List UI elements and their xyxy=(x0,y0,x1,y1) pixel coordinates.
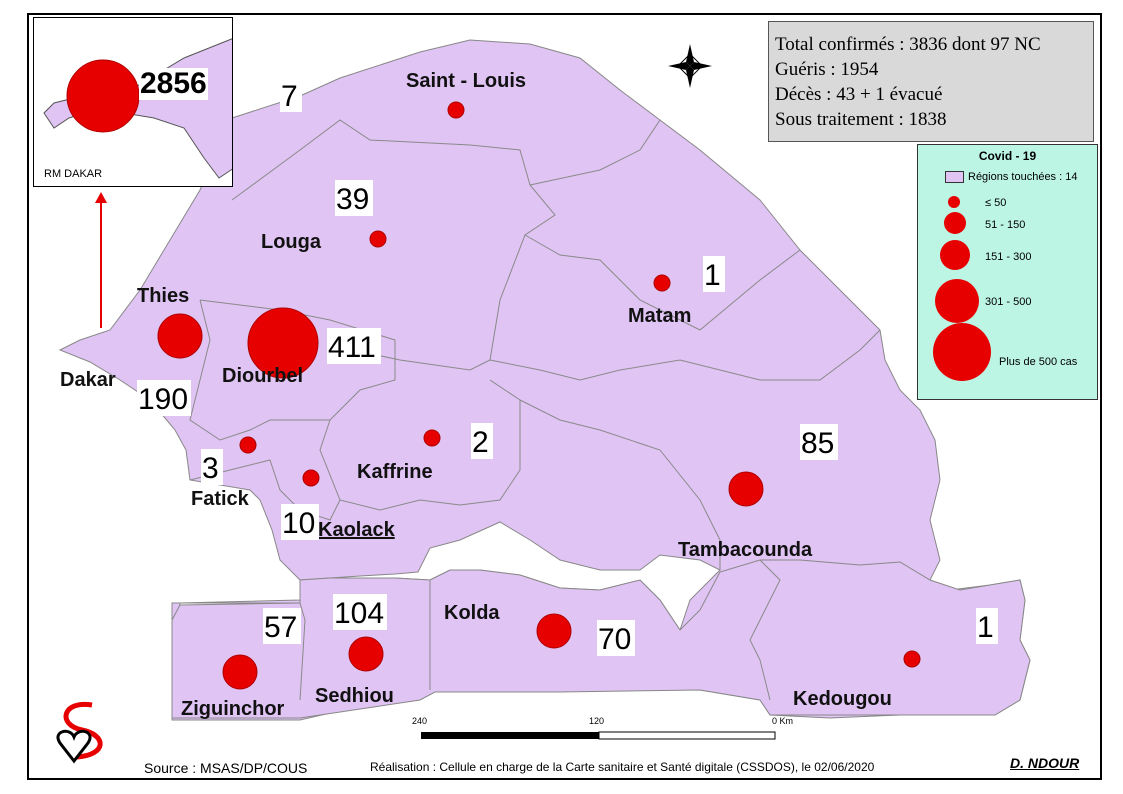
scale-label-0: 0 Km xyxy=(772,716,794,726)
stat-total: Total confirmés : 3836 dont 97 NC xyxy=(775,34,1041,55)
inset-label: RM DAKAR xyxy=(44,168,103,180)
footer-credit: Réalisation : Cellule en charge de la Ca… xyxy=(370,760,875,774)
dot-matam xyxy=(653,274,671,292)
scale-label-240: 240 xyxy=(412,716,428,726)
dot-kaffrine xyxy=(423,429,441,447)
label-diourbel: Diourbel xyxy=(222,365,303,387)
legend-region-swatch xyxy=(945,171,964,183)
count-kaolack: 10 xyxy=(282,507,315,540)
dot-diourbel xyxy=(247,307,319,379)
dot-ziguinchor xyxy=(222,654,258,690)
legend-regions-row: Régions touchées : 14 xyxy=(945,171,1077,183)
label-kolda: Kolda xyxy=(444,602,500,624)
count-fatick: 3 xyxy=(202,452,219,485)
stat-under-treatment: Sous traitement : 1838 xyxy=(775,109,947,130)
inset-arrow-head xyxy=(95,192,107,203)
legend-dot-1 xyxy=(948,196,960,208)
count-matam: 1 xyxy=(704,259,721,292)
legend-class-4: 301 - 500 xyxy=(985,296,1032,308)
legend-class-1: ≤ 50 xyxy=(985,197,1007,209)
dakar-inset-map xyxy=(43,38,232,179)
legend-dot-5 xyxy=(933,323,991,381)
label-louga: Louga xyxy=(261,231,322,253)
count-kedougou: 1 xyxy=(977,611,994,644)
label-matam: Matam xyxy=(628,305,691,327)
count-saint-louis: 7 xyxy=(281,80,298,113)
stat-recovered: Guéris : 1954 xyxy=(775,59,879,80)
label-saint-louis: Saint - Louis xyxy=(406,70,526,92)
dot-thies xyxy=(157,313,203,359)
inset-count: 2856 xyxy=(139,67,208,100)
count-tambacounda: 85 xyxy=(801,427,834,460)
dot-fatick xyxy=(239,436,257,454)
dot-tambacounda xyxy=(728,471,764,507)
count-diourbel: 411 xyxy=(328,331,376,364)
label-kedougou: Kedougou xyxy=(793,688,892,710)
label-fatick: Fatick xyxy=(191,488,250,510)
legend-dot-2 xyxy=(944,212,966,234)
label-dakar: Dakar xyxy=(60,369,116,391)
dot-kaolack xyxy=(302,469,320,487)
count-kolda: 70 xyxy=(598,623,631,656)
scale-label-120: 120 xyxy=(589,716,605,726)
count-sedhiou: 104 xyxy=(334,597,384,630)
count-ziguinchor: 57 xyxy=(264,611,297,644)
count-louga: 39 xyxy=(336,183,369,216)
dot-saint-louis xyxy=(447,101,465,119)
legend-class-5: Plus de 500 cas xyxy=(999,356,1078,368)
label-ziguinchor: Ziguinchor xyxy=(181,698,285,720)
count-kaffrine: 2 xyxy=(472,426,489,459)
label-kaffrine: Kaffrine xyxy=(357,461,433,483)
stat-deaths: Décès : 43 + 1 évacué xyxy=(775,84,943,105)
dot-sedhiou xyxy=(348,636,384,672)
footer-source: Source : MSAS/DP/COUS xyxy=(144,760,308,776)
dakar-inset: 2856 RM DAKAR xyxy=(33,17,233,187)
dot-kedougou xyxy=(903,650,921,668)
legend: Covid - 19 Régions touchées : 14 ≤ 50 51… xyxy=(917,144,1098,400)
label-sedhiou: Sedhiou xyxy=(315,685,394,707)
legend-dot-3 xyxy=(940,240,970,270)
legend-title: Covid - 19 xyxy=(978,149,1037,163)
internal-borders xyxy=(189,119,881,701)
stats-box: Total confirmés : 3836 dont 97 NC Guéris… xyxy=(768,21,1094,142)
msas-logo-icon xyxy=(56,701,103,764)
label-thies: Thies xyxy=(137,285,189,307)
legend-dot-4 xyxy=(935,279,979,323)
scale-bar xyxy=(421,731,776,740)
legend-regions-label: Régions touchées : 14 xyxy=(968,171,1078,183)
footer-author: D. NDOUR xyxy=(1010,755,1080,771)
compass-icon xyxy=(668,44,712,88)
dot-kolda xyxy=(536,613,572,649)
legend-class-2: 51 - 150 xyxy=(985,219,1026,231)
label-kaolack: Kaolack xyxy=(318,519,396,541)
label-tambacounda: Tambacounda xyxy=(678,539,813,561)
count-thies: 190 xyxy=(138,383,188,416)
legend-class-3: 151 - 300 xyxy=(985,251,1032,263)
dot-louga xyxy=(369,230,387,248)
